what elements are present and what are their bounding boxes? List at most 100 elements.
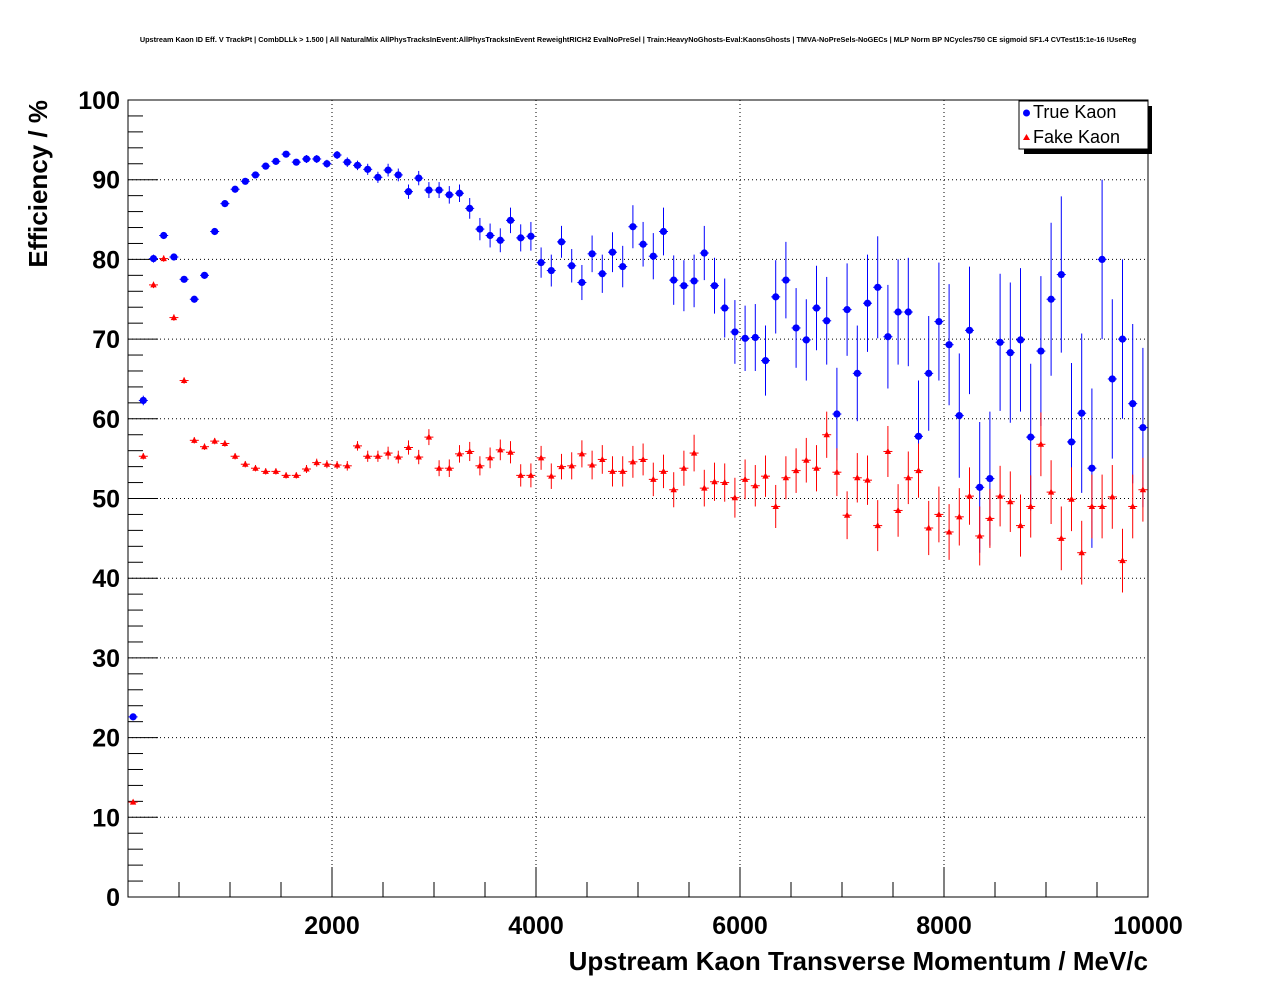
- true-kaon-point: [211, 227, 219, 236]
- fake-kaon-point: [221, 440, 229, 447]
- true-kaon-point: [710, 282, 719, 290]
- fake-kaon-point: [160, 255, 167, 262]
- fake-kaon-point: [578, 450, 586, 457]
- true-kaon-point: [629, 223, 637, 231]
- true-kaon-point: [496, 236, 504, 244]
- fake-kaon-point: [915, 467, 922, 474]
- true-kaon-point: [333, 151, 341, 159]
- true-kaon-point: [200, 271, 209, 279]
- fake-kaon-point: [935, 510, 943, 517]
- fake-kaon-point: [1109, 493, 1116, 500]
- true-kaon-point: [231, 185, 239, 193]
- fake-kaon-point: [976, 532, 983, 539]
- fake-kaon-point: [1119, 557, 1126, 564]
- x-axis-label: Upstream Kaon Transverse Momentum / MeV/…: [569, 946, 1148, 976]
- true-kaon-point: [792, 324, 800, 332]
- fake-kaon-point: [966, 492, 973, 499]
- series-layer: [128, 150, 1148, 805]
- true-kaon-point: [945, 341, 953, 349]
- fake-kaon-point: [772, 502, 779, 509]
- true-kaon-point: [425, 186, 433, 194]
- fake-kaon-point: [140, 452, 147, 459]
- true-kaon-point: [292, 158, 300, 166]
- true-kaon-point: [853, 369, 861, 377]
- true-kaon-point: [1108, 375, 1116, 383]
- true-kaon-point: [149, 255, 158, 263]
- fake-kaon-point: [191, 436, 198, 443]
- fake-kaon-point: [1058, 534, 1065, 541]
- fake-kaon-point: [762, 472, 769, 479]
- fake-kaon-point: [721, 479, 728, 486]
- fake-kaon-point: [1098, 502, 1106, 509]
- fake-kaon-point: [1047, 488, 1055, 495]
- fake-kaon-point: [313, 459, 320, 466]
- true-kaon-point: [925, 369, 933, 377]
- true-kaon-point: [812, 304, 821, 312]
- true-kaon-point: [863, 299, 872, 307]
- fake-kaon-series: [128, 255, 1148, 805]
- true-kaon-point: [588, 250, 596, 258]
- fake-kaon-point: [486, 454, 494, 461]
- true-kaon-point: [1057, 270, 1065, 279]
- x-tick-label: 4000: [508, 912, 564, 940]
- fake-kaon-point: [650, 475, 657, 482]
- fake-kaon-point: [823, 431, 830, 438]
- true-kaon-point: [547, 266, 555, 275]
- true-kaon-point: [282, 150, 290, 158]
- true-kaon-point: [772, 293, 780, 301]
- x-tick-label: 10000: [1113, 912, 1183, 940]
- fake-kaon-point: [813, 464, 820, 471]
- true-kaon-point: [935, 317, 943, 326]
- fake-kaon-point: [609, 467, 616, 474]
- true-kaon-point: [874, 283, 882, 291]
- true-kaon-point: [221, 200, 229, 208]
- fake-kaon-point: [180, 377, 188, 384]
- true-kaon-point: [557, 238, 566, 246]
- true-kaon-point: [527, 232, 535, 240]
- true-kaon-point: [965, 326, 974, 334]
- fake-kaon-point: [670, 486, 677, 493]
- fake-kaon-point: [854, 474, 861, 481]
- fake-kaon-point: [792, 467, 800, 474]
- fake-kaon-point: [150, 281, 157, 288]
- true-kaon-point: [955, 412, 963, 420]
- true-kaon-point: [1088, 464, 1096, 472]
- true-kaon-point: [700, 249, 708, 257]
- fake-kaon-point: [364, 452, 371, 459]
- legend-box: [1018, 100, 1149, 150]
- fake-kaon-point: [1129, 502, 1136, 509]
- fake-kaon-point: [568, 462, 575, 469]
- fake-kaon-point: [303, 465, 310, 472]
- true-kaon-point: [262, 162, 270, 170]
- fake-kaon-point: [507, 448, 514, 455]
- fake-kaon-point: [211, 437, 218, 444]
- true-kaon-point: [241, 177, 249, 185]
- fake-kaon-point: [170, 314, 178, 321]
- true-kaon-point: [914, 432, 923, 440]
- true-kaon-point: [272, 157, 280, 165]
- true-kaon-point: [404, 188, 413, 196]
- true-kaon-point: [537, 258, 545, 267]
- fake-kaon-point: [956, 513, 963, 520]
- true-kaon-point: [1129, 400, 1137, 408]
- true-kaon-point: [782, 276, 790, 284]
- legend-true-kaon-marker: [1023, 109, 1030, 117]
- fake-kaon-point: [629, 458, 637, 465]
- fake-kaon-point: [201, 443, 208, 450]
- fake-kaon-point: [1037, 440, 1045, 447]
- true-kaon-point: [506, 216, 515, 224]
- true-kaon-point: [578, 278, 586, 287]
- fake-kaon-point: [874, 522, 881, 529]
- fake-kaon-point: [690, 449, 698, 456]
- true-kaon-point: [986, 474, 994, 483]
- true-kaon-point: [476, 225, 484, 233]
- legend-true-kaon-label: True Kaon: [1033, 102, 1116, 122]
- true-kaon-point: [415, 174, 423, 182]
- true-kaon-point: [139, 396, 147, 405]
- true-kaon-point: [170, 253, 178, 261]
- fake-kaon-point: [252, 464, 259, 471]
- true-kaon-point: [180, 275, 188, 283]
- y-axis-label: Efficiency / %: [23, 100, 53, 268]
- true-kaon-point: [843, 306, 851, 314]
- fake-kaon-point: [282, 471, 290, 478]
